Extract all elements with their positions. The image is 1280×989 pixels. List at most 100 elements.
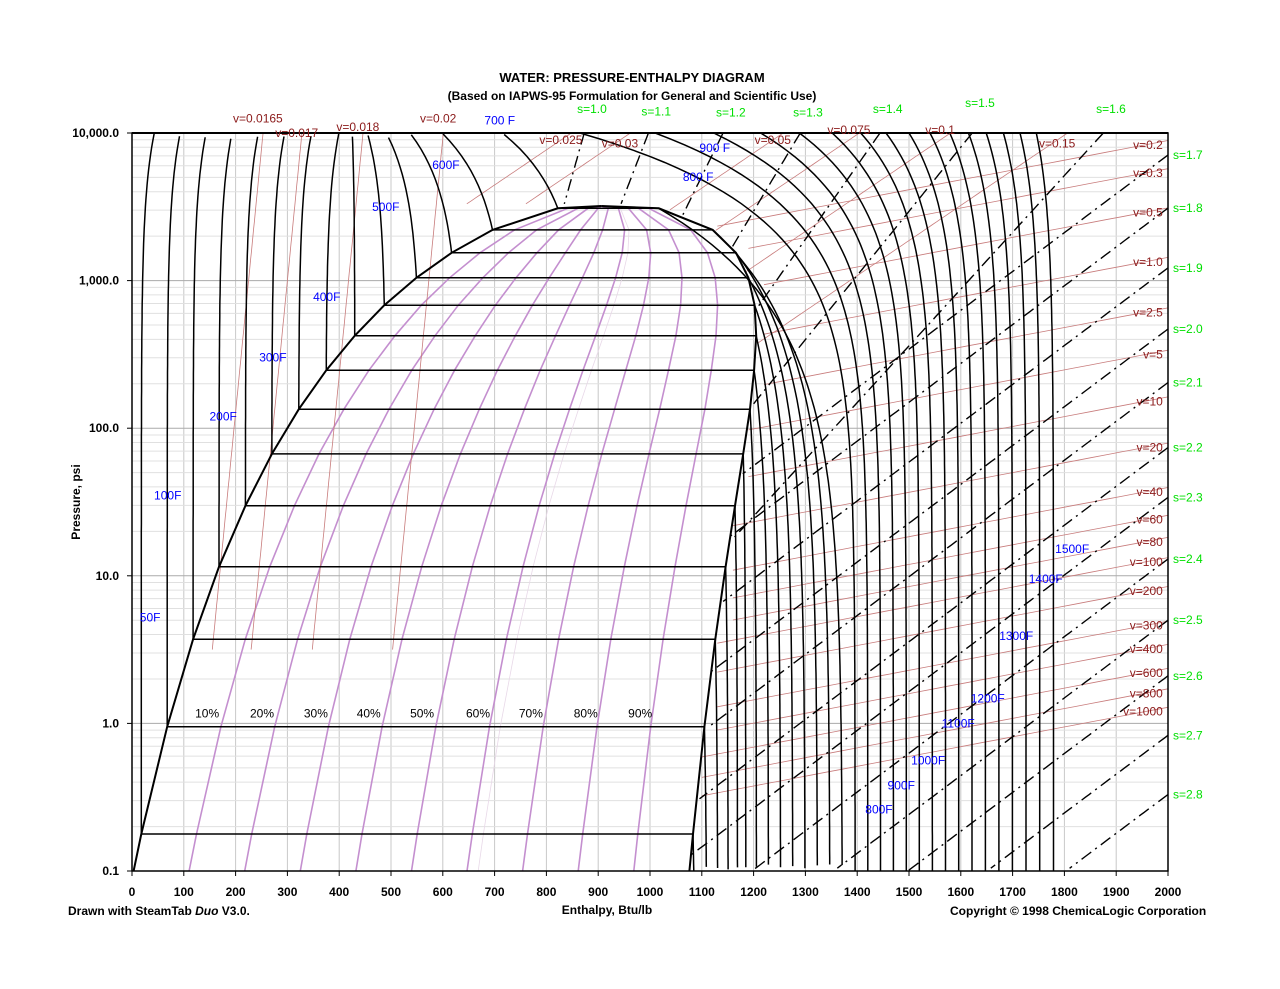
isochore-label: v=0.017 (275, 126, 318, 140)
x-tick-label: 1300 (792, 885, 819, 899)
isentrope-label: s=1.3 (793, 105, 823, 119)
isotherm-line (244, 136, 259, 506)
isotherm-line (410, 134, 453, 253)
saturated-liquid-line (132, 205, 602, 871)
isotherm-label: 900 F (699, 141, 730, 155)
isotherm-line (658, 207, 843, 866)
isotherm-label: 500F (372, 200, 399, 214)
isochore-label: v=1000 (1123, 705, 1163, 719)
isotherm-line (654, 133, 869, 871)
quality-label: 20% (250, 706, 274, 720)
isentrope-line (691, 496, 1168, 856)
quality-label: 50% (410, 706, 434, 720)
isotherm-line (831, 133, 921, 871)
isentrope-label: s=1.5 (965, 96, 995, 110)
quality-label: 40% (357, 706, 381, 720)
isotherm-label: 100F (154, 488, 181, 502)
x-tick-label: 1700 (999, 885, 1026, 899)
x-tick-label: 1100 (689, 885, 715, 899)
isochore-line (717, 557, 1168, 644)
isotherm-line (298, 135, 312, 410)
quality-line (188, 205, 602, 871)
quality-line (521, 205, 652, 871)
x-tick-label: 100 (174, 885, 194, 899)
x-tick-label: 900 (588, 885, 608, 899)
isotherm-line (949, 133, 987, 871)
x-tick-label: 500 (381, 885, 401, 899)
isotherm-line (503, 133, 559, 209)
x-tick-label: 200 (226, 885, 246, 899)
isochore-label: v=5 (1143, 348, 1163, 362)
isotherm-line (218, 138, 232, 567)
isentrope-line (836, 619, 1168, 869)
quality-label: 90% (628, 706, 652, 720)
isotherm-line (367, 135, 386, 306)
isentrope-label: s=2.5 (1173, 613, 1203, 627)
isochore-line (701, 706, 1168, 797)
quality-line (299, 205, 602, 871)
x-tick-label: 1900 (1103, 885, 1130, 899)
quality-label: 80% (574, 706, 598, 720)
isotherm-line (967, 133, 1000, 871)
footer-credit: Drawn with SteamTab Duo V3.0. (68, 904, 250, 918)
isentrope-label: s=1.1 (641, 104, 671, 118)
isentrope-line (699, 446, 1168, 800)
isochore-label: v=100 (1130, 555, 1163, 569)
isochore-line (715, 133, 860, 231)
x-tick-label: 600 (433, 885, 453, 899)
isentrope-line (730, 133, 801, 249)
isotherm-line (747, 277, 806, 869)
y-tick-label: 10,000.0 (72, 126, 119, 140)
isochore-label: v=0.15 (1039, 136, 1076, 150)
chart-title: WATER: PRESSURE-ENTHALPY DIAGRAM (499, 70, 764, 85)
quality-line (601, 205, 719, 871)
x-tick-label: 300 (277, 885, 297, 899)
isentrope-label: s=1.8 (1173, 201, 1203, 215)
x-tick-label: 1800 (1051, 885, 1078, 899)
isotherm-line (387, 137, 418, 278)
isochore-line (392, 133, 444, 650)
x-tick-label: 0 (129, 885, 136, 899)
isotherm-line (1035, 133, 1055, 871)
isochore-line (732, 442, 1168, 527)
isochore-label: v=2.5 (1133, 305, 1163, 319)
isentrope-line (730, 207, 1168, 537)
isotherm-label: 800F (865, 803, 892, 817)
isotherm-label: 1500F (1055, 542, 1089, 556)
isentrope-label: s=1.9 (1173, 261, 1203, 275)
x-tick-label: 700 (485, 885, 505, 899)
plot-lines (132, 133, 1168, 871)
isotherm-line (1019, 133, 1041, 871)
x-tick-label: 1200 (740, 885, 767, 899)
isochore-label: v=0.5 (1133, 205, 1163, 219)
isochore-label: v=600 (1130, 666, 1163, 680)
isochore-line (669, 133, 784, 211)
quality-line (466, 205, 626, 871)
isochore-line (748, 349, 1168, 431)
isotherm-line (860, 133, 934, 871)
isochore-label: v=200 (1130, 584, 1163, 598)
isotherm-line (442, 133, 494, 231)
x-axis-label: Enthalpy, Btu/lb (562, 903, 652, 917)
isochore-label: v=60 (1136, 513, 1163, 527)
isochore-label: v=0.018 (336, 120, 379, 134)
quality-line (243, 205, 602, 871)
footer-credit-prefix: Drawn with SteamTab (68, 904, 195, 918)
isotherm-line (753, 370, 770, 865)
quality-line (577, 205, 683, 871)
quality-line (355, 205, 602, 871)
axis-ticks: 0 100 200 300 400 500 600 700 800 900 1000 1100 1200… (72, 126, 1181, 899)
isochore-line (732, 514, 1168, 599)
isochore-line (748, 168, 1168, 249)
isochore-label: v=300 (1130, 619, 1163, 633)
isotherm-label: 800 F (683, 170, 714, 184)
isotherm-line (908, 133, 960, 871)
isentrope-label: s=1.4 (873, 102, 903, 116)
isochore-label: v=0.02 (420, 112, 457, 126)
isotherm-line (985, 133, 1014, 871)
isotherm-label: 1100F (942, 716, 975, 730)
isotherm-label: 1300F (999, 629, 1033, 643)
y-tick-label: 100.0 (89, 421, 119, 435)
isochore-label: v=0.1 (925, 123, 955, 137)
isochore-line (701, 668, 1168, 758)
